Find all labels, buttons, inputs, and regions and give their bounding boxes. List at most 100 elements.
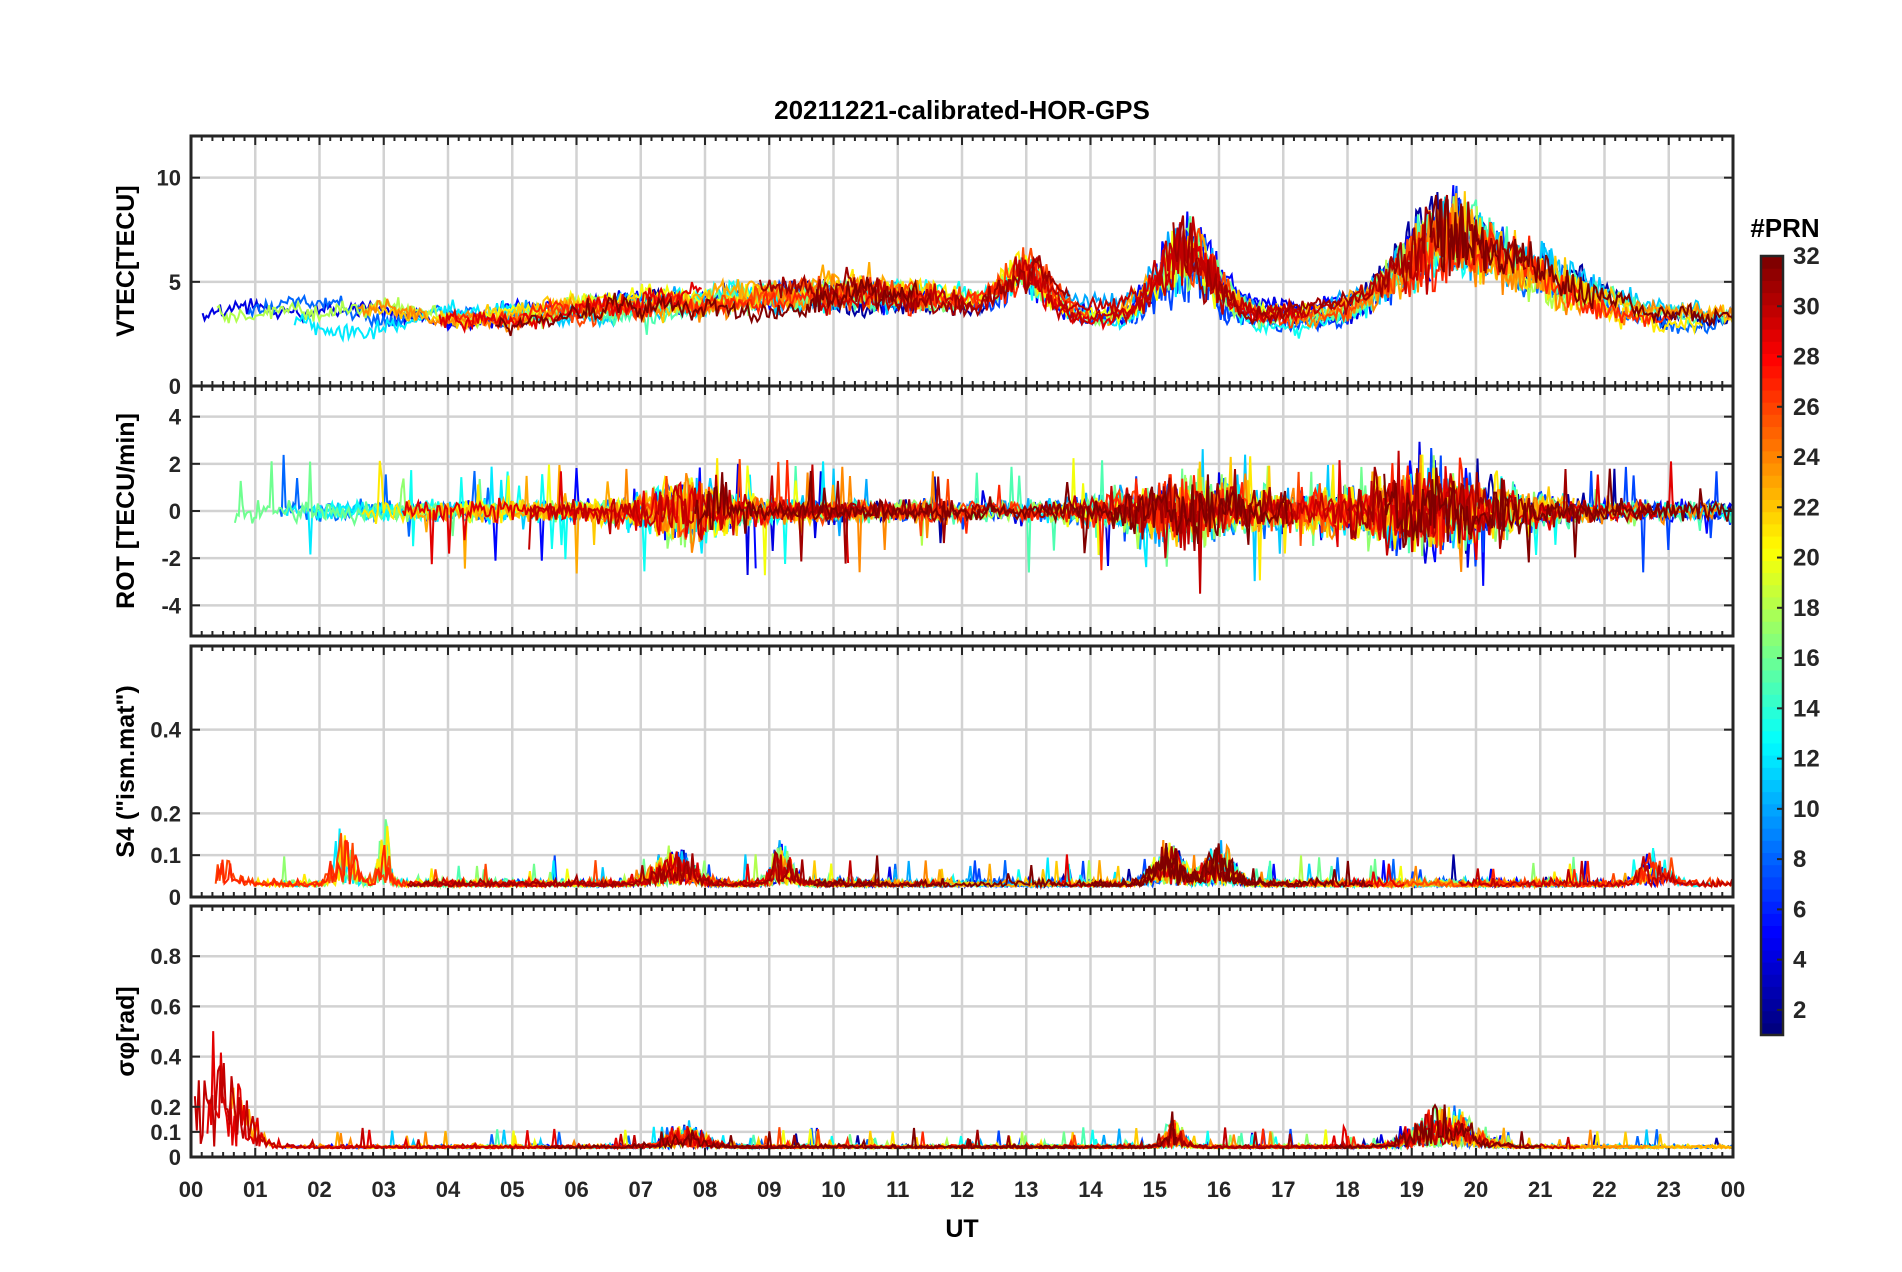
x-tick-label: 23 (1657, 1177, 1681, 1202)
panel-s4: 0 0.1 0.2 0.4 S4 ("ism.mat") (112, 644, 1735, 910)
colorbar-segment (1761, 633, 1783, 647)
x-tick-label: 05 (500, 1177, 524, 1202)
series-line-prn-30 (818, 216, 1300, 323)
colorbar-segment (1761, 913, 1783, 927)
colorbar-segment (1761, 535, 1783, 549)
colorbar-segment (1761, 925, 1783, 939)
colorbar-title: #PRN (1750, 213, 1819, 243)
colorbar-segment (1761, 621, 1783, 634)
y-tick-label: 0.2 (150, 1095, 181, 1120)
x-tick-label: 00 (1721, 1177, 1745, 1202)
colorbar-tick-label: 2 (1793, 997, 1806, 1024)
series-line-prn-32 (543, 1111, 1178, 1150)
colorbar-segment (1761, 937, 1783, 951)
x-tick-label: 21 (1528, 1177, 1552, 1202)
colorbar-segment (1761, 414, 1783, 428)
x-tick-label: 18 (1335, 1177, 1359, 1202)
y-tick-label: 0.1 (150, 843, 181, 868)
panel-rot: -4 -2 0 2 4 ROT [TECU/min] (112, 384, 1735, 638)
panel-sigma_phi: 00.10.2 0.4 0.6 0.8 σφ[rad] (112, 904, 1735, 1170)
panel-vtec-series (201, 185, 1733, 343)
x-tick-label: 14 (1078, 1177, 1103, 1202)
colorbar-segment (1761, 304, 1783, 318)
colorbar-segment (1761, 1022, 1783, 1036)
colorbar-segment (1761, 438, 1783, 452)
series-line-prn-27 (445, 259, 1078, 331)
colorbar-segment (1761, 548, 1783, 561)
x-tick-label: 10 (821, 1177, 845, 1202)
colorbar-segment (1761, 718, 1783, 732)
colorbar-segment (1761, 876, 1783, 890)
y-tick-label: 0.2 (150, 801, 181, 826)
colorbar-segment (1761, 852, 1783, 866)
colorbar-segment (1761, 682, 1783, 695)
y-axis-label-s4: S4 ("ism.mat") (112, 685, 140, 857)
colorbar-segment (1761, 645, 1783, 659)
y-tick-label: 4 (169, 405, 182, 430)
y-tick-label: 5 (169, 270, 181, 295)
series-line-prn-32 (1429, 194, 1733, 328)
colorbar-tick-label: 4 (1793, 947, 1807, 974)
series-line-prn-32 (1383, 467, 1732, 563)
colorbar-segment (1761, 329, 1783, 342)
colorbar-segment (1761, 511, 1783, 525)
colorbar-segment (1761, 450, 1783, 464)
y-tick-label: 0 (169, 885, 181, 910)
colorbar-segment (1761, 840, 1783, 854)
colorbar-segment (1761, 949, 1783, 963)
colorbar-frame (1759, 254, 1785, 1037)
colorbar-tick-label: 14 (1793, 695, 1820, 722)
y-tick-label: -2 (161, 546, 181, 571)
x-tick-label: 11 (886, 1177, 909, 1202)
colorbar-segment (1761, 998, 1783, 1012)
y-tick-label: 0 (169, 499, 181, 524)
x-tick-label: 03 (372, 1177, 396, 1202)
series-line-prn-27 (1401, 212, 1671, 327)
x-tick-label: 02 (307, 1177, 331, 1202)
colorbar-tick-label: 24 (1793, 444, 1820, 471)
colorbar-tick-label: 18 (1793, 595, 1820, 622)
y-tick-label: 0.4 (150, 1045, 181, 1070)
x-tick-label: 22 (1592, 1177, 1616, 1202)
colorbar-segment (1761, 316, 1783, 330)
colorbar-segment (1761, 828, 1783, 841)
colorbar-segment (1761, 353, 1783, 367)
colorbar-tick-label: 16 (1793, 645, 1820, 672)
colorbar-segment (1761, 742, 1783, 756)
colorbar-segment (1761, 730, 1783, 744)
colorbar-segment (1761, 389, 1783, 403)
colorbar-segment (1761, 657, 1783, 671)
colorbar-segment (1761, 377, 1783, 391)
colorbar-tick-label: 10 (1793, 796, 1820, 823)
colorbar-segment (1761, 974, 1783, 987)
colorbar-segment (1761, 755, 1783, 768)
colorbar-tick-label: 12 (1793, 746, 1820, 773)
x-tick-label: 12 (950, 1177, 974, 1202)
y-axis-label-vtec: VTEC[TECU] (112, 185, 140, 336)
series-line-prn-32 (1333, 1103, 1542, 1150)
series-line-prn-31 (406, 849, 889, 889)
x-tick-label: 07 (629, 1177, 653, 1202)
colorbar-tick-label: 20 (1793, 545, 1820, 572)
y-tick-label: 0 (169, 374, 181, 399)
x-tick-label: 13 (1014, 1177, 1038, 1202)
colorbar-segment (1761, 596, 1783, 610)
colorbar-tick-label: 26 (1793, 394, 1820, 421)
colorbar-segment (1761, 523, 1783, 537)
y-tick-label: 0.4 (150, 718, 181, 743)
colorbar-tick-label: 22 (1793, 494, 1820, 521)
y-tick-label: 0.1 (150, 1120, 181, 1145)
colorbar-segment (1761, 791, 1783, 805)
colorbar-segment (1761, 1010, 1783, 1024)
series-line-prn-31 (1172, 194, 1527, 326)
colorbar-segment (1761, 706, 1783, 720)
colorbar-segment (1761, 584, 1783, 598)
colorbar-segment (1761, 767, 1783, 780)
panel-vtec: 0 5 10 VTEC[TECU] (112, 134, 1735, 399)
colorbar-segment (1761, 402, 1783, 415)
x-tick-label: 06 (564, 1177, 588, 1202)
y-tick-label: 10 (157, 166, 181, 191)
colorbar-segment (1761, 608, 1783, 622)
